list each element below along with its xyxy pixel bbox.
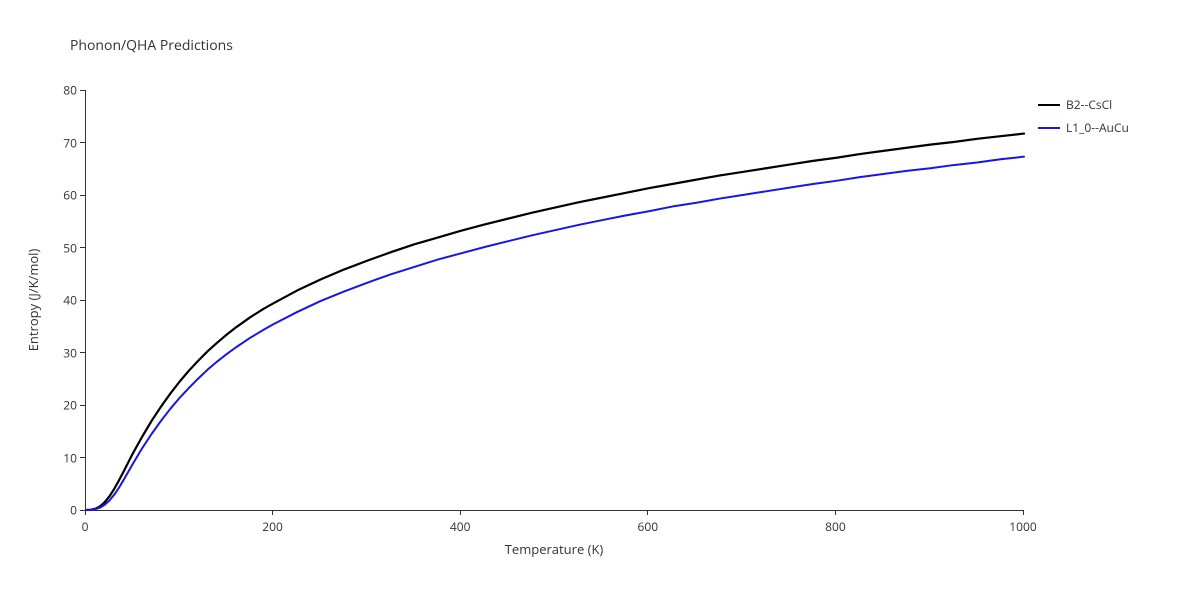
legend-label: B2--CsCl [1066,96,1112,113]
x-tick-label: 400 [450,518,471,535]
y-tick-label: 70 [57,134,77,151]
x-tick-label: 0 [82,518,89,535]
legend-swatch [1038,127,1060,129]
y-tick-label: 0 [57,502,77,519]
x-tick-label: 600 [638,518,659,535]
y-tick-mark [80,510,85,511]
y-axis-label: Entropy (J/K/mol) [24,249,42,352]
y-tick-label: 30 [57,344,77,361]
plot-area[interactable] [85,90,1024,511]
series-line[interactable] [86,134,1024,510]
x-tick-mark [460,510,461,515]
x-tick-mark [272,510,273,515]
y-tick-mark [80,195,85,196]
legend-item[interactable]: L1_0--AuCu [1038,119,1129,136]
y-tick-mark [80,457,85,458]
y-tick-mark [80,405,85,406]
x-axis-label: Temperature (K) [505,540,604,558]
y-tick-label: 40 [57,292,77,309]
x-tick-label: 1000 [1009,518,1036,535]
y-tick-label: 20 [57,397,77,414]
legend-label: L1_0--AuCu [1066,119,1129,136]
x-tick-mark [647,510,648,515]
y-tick-label: 10 [57,449,77,466]
x-tick-mark [1023,510,1024,515]
y-tick-mark [80,247,85,248]
chart-svg [86,90,1024,510]
x-tick-label: 200 [262,518,283,535]
y-tick-mark [80,352,85,353]
chart-container: Phonon/QHA Predictions Temperature (K) E… [0,0,1200,600]
x-tick-label: 800 [825,518,846,535]
legend-item[interactable]: B2--CsCl [1038,96,1129,113]
x-tick-mark [85,510,86,515]
y-tick-label: 60 [57,187,77,204]
y-tick-mark [80,300,85,301]
chart-title: Phonon/QHA Predictions [70,36,233,55]
x-tick-mark [835,510,836,515]
y-tick-mark [80,142,85,143]
legend[interactable]: B2--CsCl L1_0--AuCu [1038,96,1129,142]
legend-swatch [1038,104,1060,106]
y-tick-mark [80,90,85,91]
y-tick-label: 50 [57,239,77,256]
y-tick-label: 80 [57,82,77,99]
